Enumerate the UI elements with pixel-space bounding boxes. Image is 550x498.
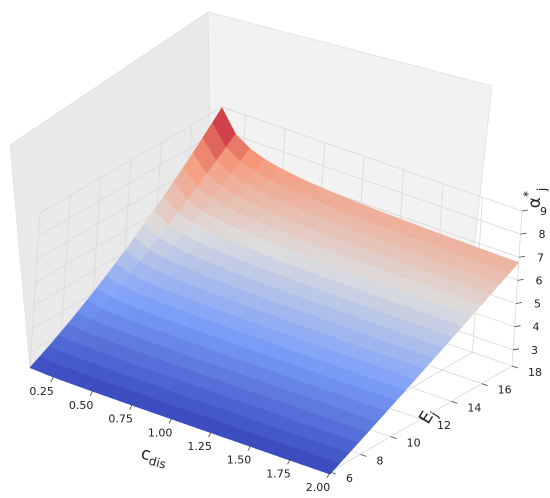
z-tick-label-6: 9 bbox=[540, 205, 547, 218]
z-tick-label-0: 3 bbox=[531, 344, 538, 357]
x-tick-mark-6 bbox=[287, 458, 291, 465]
y-tick-mark-3 bbox=[420, 418, 428, 422]
y-tick-mark-1 bbox=[360, 453, 367, 457]
y-tick-label-2: 10 bbox=[407, 437, 421, 450]
x-tick-label-7: 2.00 bbox=[306, 481, 331, 494]
y-tick-mark-5 bbox=[481, 383, 488, 387]
z-axis-ticks: 3 4 5 6 7 8 9 bbox=[512, 205, 547, 357]
z-tick-mark-2 bbox=[515, 302, 523, 304]
x-tick-label-3: 1.00 bbox=[148, 426, 173, 439]
y-tick-mark-6 bbox=[511, 365, 519, 369]
x-tick-mark-3 bbox=[168, 417, 173, 424]
x-tick-mark-1 bbox=[89, 389, 94, 397]
x-tick-mark-7 bbox=[326, 471, 331, 479]
z-tick-mark-5 bbox=[520, 232, 527, 235]
surface-patch bbox=[314, 458, 340, 475]
y-tick-label-6: 18 bbox=[528, 366, 542, 379]
y-tick-mark-2 bbox=[390, 436, 397, 440]
y-tick-mark-0 bbox=[329, 471, 337, 475]
z-tick-mark-1 bbox=[514, 325, 521, 328]
x-tick-label-2: 0.75 bbox=[108, 413, 133, 426]
surface-mesh bbox=[29, 107, 520, 475]
x-tick-label-6: 1.75 bbox=[266, 467, 291, 480]
z-tick-label-5: 8 bbox=[539, 228, 546, 241]
x-axis-label: cdis bbox=[138, 444, 169, 472]
z-tick-label-2: 5 bbox=[534, 298, 541, 311]
x-tick-mark-2 bbox=[129, 403, 133, 410]
x-tick-mark-0 bbox=[50, 376, 55, 383]
x-tick-mark-4 bbox=[208, 430, 212, 438]
z-tick-mark-3 bbox=[517, 279, 524, 281]
x-tick-label-0: 0.25 bbox=[29, 385, 54, 398]
z-tick-mark-6 bbox=[521, 209, 529, 212]
x-tick-label-5: 1.50 bbox=[227, 454, 252, 467]
x-tick-label-1: 0.50 bbox=[69, 399, 94, 412]
y-tick-label-4: 14 bbox=[467, 401, 481, 414]
z-axis-label: α*j bbox=[521, 188, 549, 209]
y-tick-label-5: 16 bbox=[498, 384, 512, 397]
z-tick-label-4: 7 bbox=[537, 251, 544, 264]
y-tick-label-0: 6 bbox=[346, 472, 353, 485]
x-tick-mark-5 bbox=[247, 444, 252, 451]
z-tick-label-1: 4 bbox=[533, 321, 540, 334]
y-tick-mark-4 bbox=[451, 400, 458, 404]
y-tick-label-1: 8 bbox=[376, 454, 383, 467]
y-axis-ticks: 6 8 10 12 14 16 18 bbox=[329, 365, 542, 485]
z-tick-mark-0 bbox=[512, 348, 520, 351]
z-tick-mark-4 bbox=[518, 255, 526, 258]
z-tick-label-3: 6 bbox=[536, 274, 543, 287]
y-tick-label-3: 12 bbox=[437, 419, 451, 432]
x-tick-label-4: 1.25 bbox=[187, 440, 212, 453]
x-axis-ticks: 0.25 0.50 0.75 1.00 1.25 1.50 1.75 2.00 bbox=[29, 376, 331, 494]
